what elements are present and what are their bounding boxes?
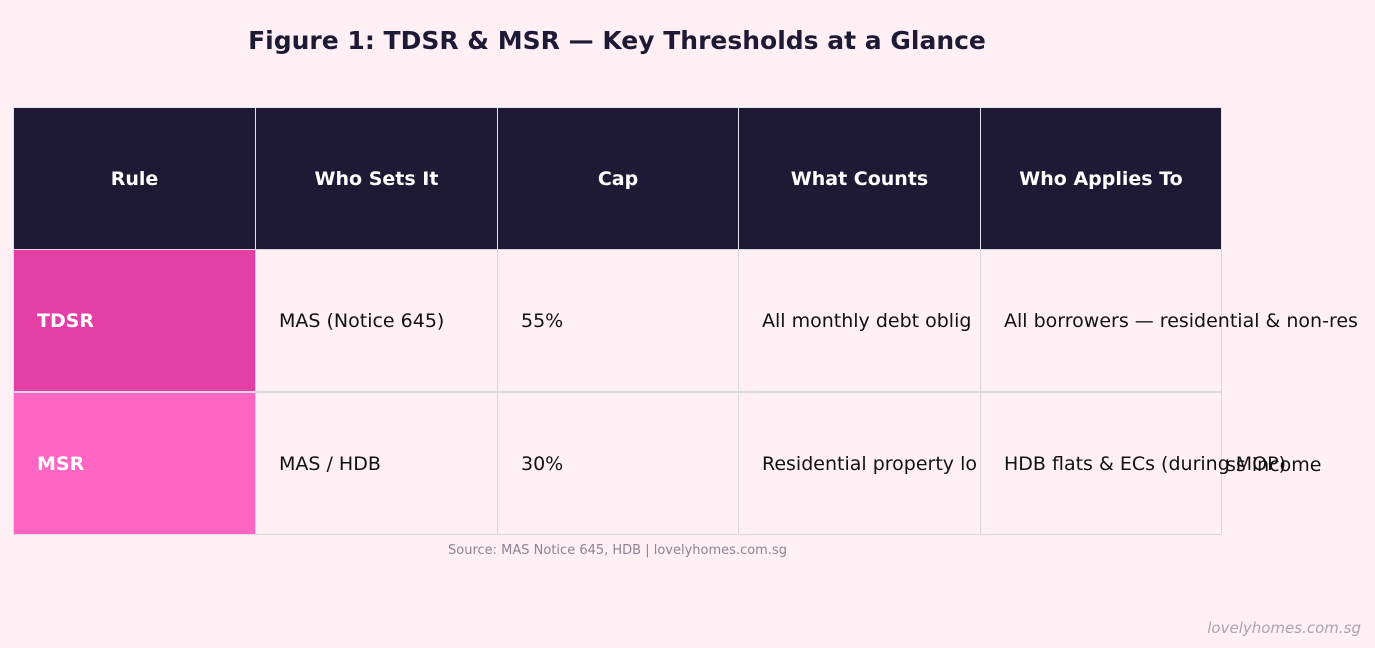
who-applies-to-value: All borrowers — residential & non-res (1004, 309, 1358, 332)
header-what-counts: What Counts (738, 107, 981, 250)
cap-value: 30% (521, 452, 564, 475)
table-cell: Residential property lo (738, 392, 981, 535)
rule-label: TDSR (37, 309, 95, 332)
table-cell: All borrowers — residential & non-res (980, 249, 1358, 392)
header-who-sets-it-label: Who Sets It (314, 167, 439, 190)
who-applies-to-value: HDB flats & ECs (during MOP) (1004, 452, 1287, 475)
table-row-tdsr-rule: TDSR (13, 249, 256, 392)
table-cell: MAS (Notice 645) (255, 249, 498, 392)
who-sets-it-value: MAS / HDB (279, 452, 381, 475)
header-who-applies-to-label: Who Applies To (1019, 167, 1183, 190)
overflow-text-fragment: ss income (1226, 454, 1322, 476)
source-note: Source: MAS Notice 645, HDB | lovelyhome… (448, 543, 787, 558)
table-cell: 30% (497, 392, 739, 535)
who-sets-it-value: MAS (Notice 645) (279, 309, 445, 332)
header-rule-label: Rule (110, 167, 159, 190)
figure-title: Figure 1: TDSR & MSR — Key Thresholds at… (248, 26, 986, 55)
rule-label: MSR (37, 452, 85, 475)
table-cell: MAS / HDB (255, 392, 498, 535)
table-cell: 55% (497, 249, 739, 392)
header-cap: Cap (497, 107, 739, 250)
what-counts-value: Residential property lo (762, 452, 977, 475)
cap-value: 55% (521, 309, 564, 332)
table-cell: All monthly debt oblig (738, 249, 981, 392)
header-what-counts-label: What Counts (790, 167, 929, 190)
table-cell: HDB flats & ECs (during MOP) (980, 392, 1286, 535)
watermark: lovelyhomes.com.sg (1207, 619, 1361, 637)
header-cap-label: Cap (597, 167, 639, 190)
table-row-msr-rule: MSR (13, 392, 256, 535)
thresholds-table: Rule Who Sets It Cap What Counts Who App… (13, 107, 1358, 536)
what-counts-value: All monthly debt oblig (762, 309, 972, 332)
header-rule: Rule (13, 107, 256, 250)
header-who-applies-to: Who Applies To (980, 107, 1222, 250)
header-who-sets-it: Who Sets It (255, 107, 498, 250)
